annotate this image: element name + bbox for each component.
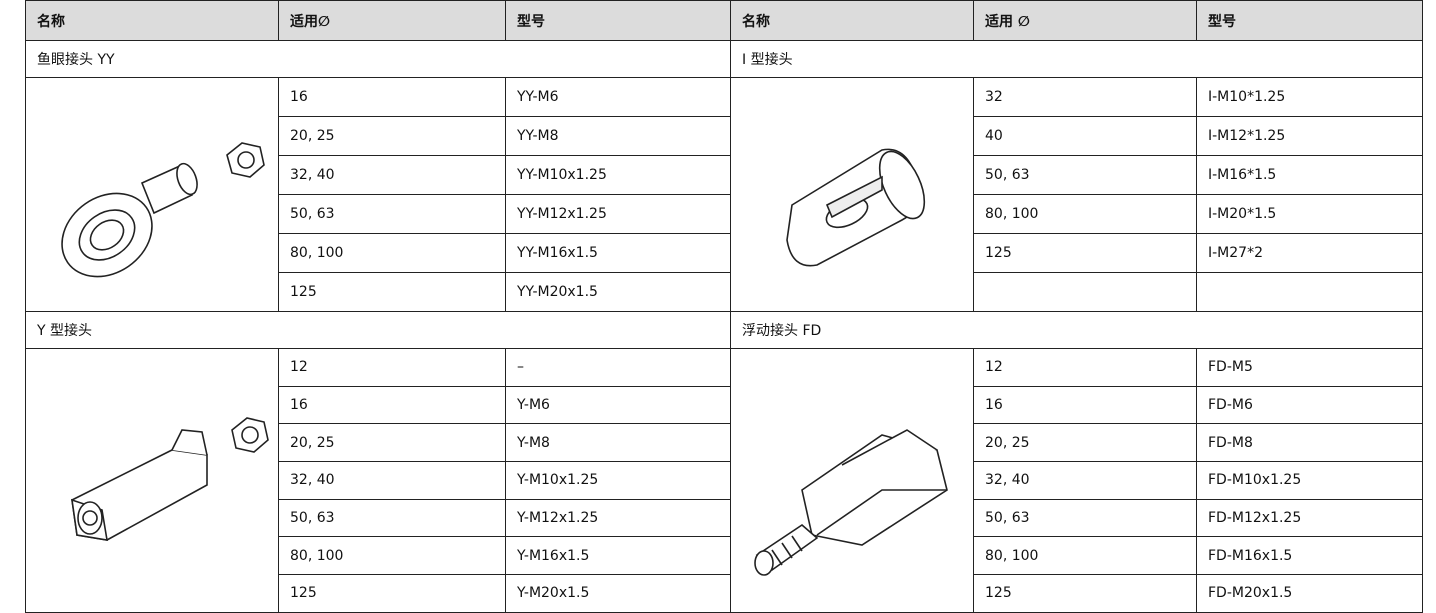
diameter-cell: 32, 40 <box>278 461 506 500</box>
product-image <box>730 77 974 312</box>
data-row: 12–12 FD-M5 <box>25 348 1423 613</box>
diameter-cell: 12 <box>278 348 506 387</box>
diameter-cell: 16 <box>973 385 1197 425</box>
diameter-cell: 32 <box>973 77 1197 117</box>
model-cell: YY-M12x1.25 <box>505 194 731 234</box>
model-cell: Y-M16x1.5 <box>505 536 731 576</box>
section-title: Y 型接头 <box>25 311 731 349</box>
diameter-cell: 80, 100 <box>278 233 506 273</box>
diameter-cell: 50, 63 <box>278 498 506 538</box>
model-cell: Y-M12x1.25 <box>505 498 731 538</box>
model-cell: YY-M10x1.25 <box>505 155 731 195</box>
model-cell: I-M10*1.25 <box>1196 77 1423 117</box>
model-cell: FD-M16x1.5 <box>1196 536 1423 576</box>
model-cell: Y-M6 <box>505 385 731 425</box>
column-header: 适用∅ <box>278 0 506 41</box>
empty-cell <box>1196 272 1423 312</box>
product-image <box>730 348 974 613</box>
diameter-cell: 40 <box>973 116 1197 156</box>
column-header: 名称 <box>730 0 974 41</box>
model-cell: YY-M6 <box>505 77 731 117</box>
model-cell: FD-M12x1.25 <box>1196 498 1423 538</box>
section-title: I 型接头 <box>730 40 1423 78</box>
model-cell: Y-M20x1.5 <box>505 574 731 613</box>
diameter-cell: 80, 100 <box>973 536 1197 576</box>
section-title: 浮动接头 FD <box>730 311 1423 349</box>
empty-cell <box>973 272 1197 312</box>
diameter-cell: 125 <box>973 233 1197 273</box>
diameter-cell: 125 <box>278 574 506 613</box>
diameter-cell: 125 <box>278 272 506 312</box>
diameter-cell: 50, 63 <box>278 194 506 234</box>
diameter-cell: 80, 100 <box>973 194 1197 234</box>
diameter-cell: 32, 40 <box>278 155 506 195</box>
header-row: 名称 适用∅ 型号 名称 适用 ∅ 型号 <box>25 0 1423 41</box>
model-cell: YY-M8 <box>505 116 731 156</box>
column-header: 型号 <box>1196 0 1423 41</box>
data-row: 50, 63 YY-M12x1.25 80, 100 I-M20*1.5 <box>26 194 1423 234</box>
data-row: 80, 100 YY-M16x1.5 125 I-M27*2 <box>26 233 1423 273</box>
diameter-cell: 16 <box>278 77 506 117</box>
section-row: 鱼眼接头 YY I 型接头 <box>25 40 1423 78</box>
diameter-cell: 80, 100 <box>278 536 506 576</box>
model-cell: FD-M6 <box>1196 385 1423 425</box>
model-cell: FD-M8 <box>1196 423 1423 463</box>
diameter-cell: 32, 40 <box>973 461 1197 500</box>
data-row: 50, 63 Y-M12x1.25 50, 63 FD-M12x1.25 <box>26 498 1423 538</box>
model-cell: YY-M20x1.5 <box>505 272 731 312</box>
model-cell: YY-M16x1.5 <box>505 233 731 273</box>
model-cell: Y-M8 <box>505 423 731 463</box>
data-row: 16 YY-M6 32 I-M10*1.25 <box>25 77 1423 312</box>
product-image <box>25 348 279 613</box>
diameter-cell: 12 <box>973 348 1197 387</box>
diameter-cell: 50, 63 <box>973 498 1197 538</box>
diameter-cell: 50, 63 <box>973 155 1197 195</box>
model-cell: I-M12*1.25 <box>1196 116 1423 156</box>
diameter-cell: 125 <box>973 574 1197 613</box>
data-row: 20, 25 YY-M8 40 I-M12*1.25 <box>26 116 1423 156</box>
model-cell: FD-M20x1.5 <box>1196 574 1423 613</box>
model-cell: I-M20*1.5 <box>1196 194 1423 234</box>
column-header: 型号 <box>505 0 731 41</box>
column-header: 适用 ∅ <box>973 0 1197 41</box>
product-image <box>25 77 279 312</box>
model-cell: Y-M10x1.25 <box>505 461 731 500</box>
spec-table: 名称 适用∅ 型号 名称 适用 ∅ 型号 鱼眼接头 YY I 型接头 16 YY-M6 32 I-M… <box>25 0 1423 613</box>
section-row: Y 型接头 浮动接头 FD <box>25 311 1423 349</box>
data-row: 16 Y-M6 16 FD-M6 <box>26 385 1423 425</box>
diameter-cell: 20, 25 <box>278 423 506 463</box>
diameter-cell: 16 <box>278 385 506 425</box>
model-cell: I-M16*1.5 <box>1196 155 1423 195</box>
diameter-cell: 20, 25 <box>973 423 1197 463</box>
section-title: 鱼眼接头 YY <box>25 40 731 78</box>
column-header: 名称 <box>25 0 279 41</box>
data-row: 20, 25 Y-M8 20, 25 FD-M8 <box>26 423 1423 463</box>
data-row: 80, 100 Y-M16x1.5 80, 100 FD-M16x1.5 <box>26 536 1423 576</box>
model-cell: FD-M10x1.25 <box>1196 461 1423 500</box>
model-cell: I-M27*2 <box>1196 233 1423 273</box>
model-cell: FD-M5 <box>1196 348 1423 387</box>
diameter-cell: 20, 25 <box>278 116 506 156</box>
data-row: 32, 40 Y-M10x1.25 32, 40 FD-M10x1.25 <box>26 461 1423 500</box>
data-row: 32, 40 YY-M10x1.25 50, 63 I-M16*1.5 <box>26 155 1423 195</box>
model-cell: – <box>505 348 731 387</box>
